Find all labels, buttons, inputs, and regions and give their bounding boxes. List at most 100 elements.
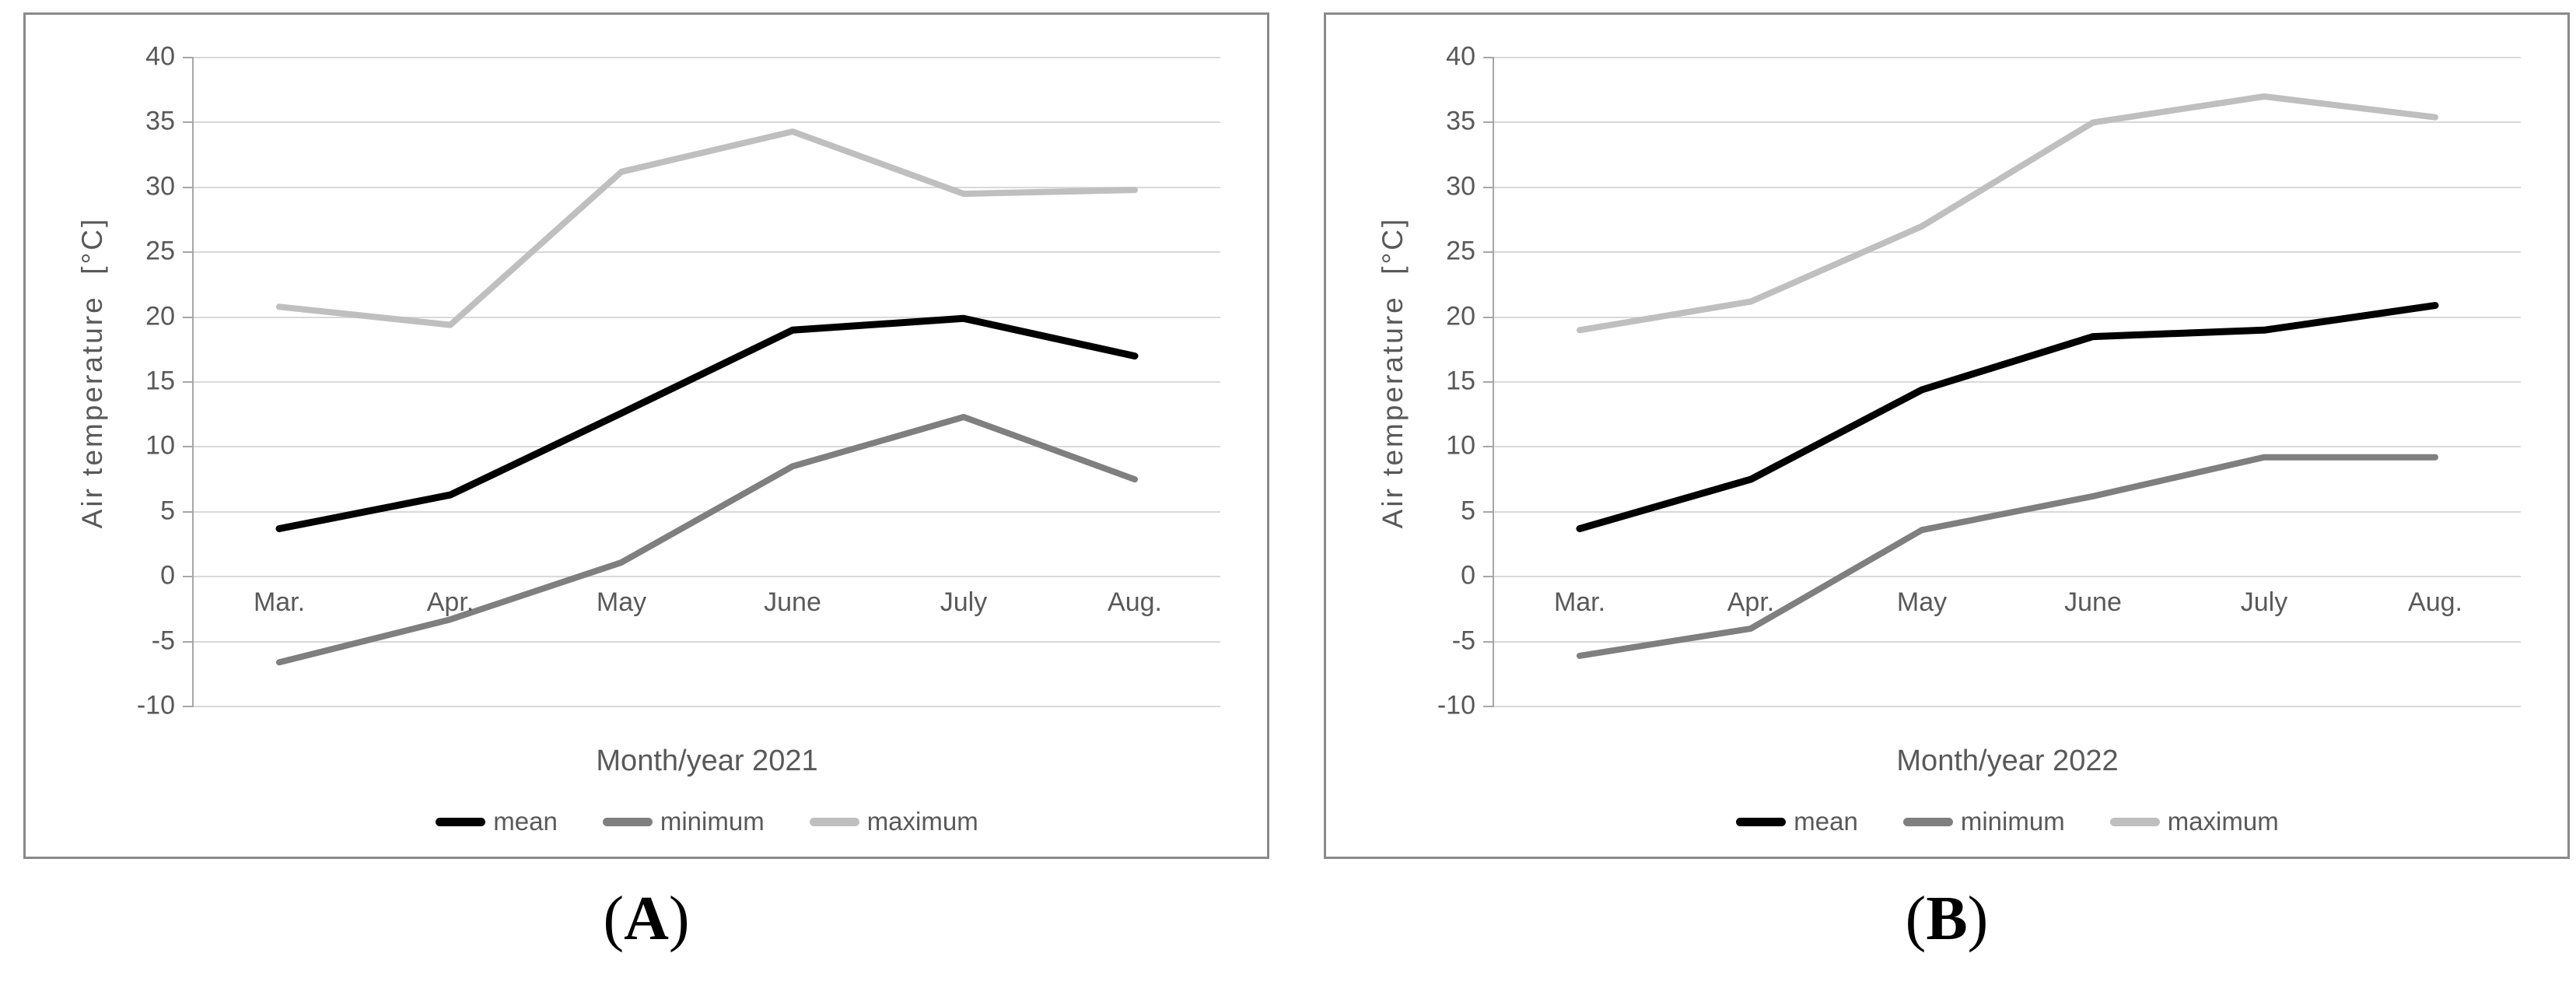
y-tick-label: -5: [1451, 626, 1475, 656]
legend-label-minimum: minimum: [1960, 807, 2065, 836]
x-axis-title: Month/year 2021: [596, 745, 818, 777]
x-axis-title: Month/year 2022: [1896, 745, 2119, 777]
legend-swatch-minimum: [602, 817, 653, 826]
caption-paren: ): [1967, 885, 1989, 953]
gridline: [1494, 381, 2521, 383]
caption-paren: ): [668, 885, 690, 953]
y-tick-mark: [183, 186, 194, 188]
figure-caption-a: (A): [23, 884, 1269, 955]
gridline: [194, 57, 1220, 58]
x-tick-label: Apr.: [426, 587, 474, 618]
y-tick-mark: [1483, 316, 1494, 318]
legend-swatch-maximum: [2109, 817, 2160, 826]
gridline: [1494, 57, 2521, 58]
y-tick-label: 25: [1446, 236, 1475, 266]
series-line-mean: [275, 314, 1139, 532]
legend: mean minimum maximum: [194, 807, 1220, 836]
y-tick-label: 30: [1446, 171, 1475, 202]
x-tick-label: June: [764, 587, 821, 618]
y-tick-mark: [183, 576, 194, 578]
gridline: [1494, 251, 2521, 254]
x-tick-label: July: [940, 587, 988, 618]
y-tick-mark: [1483, 186, 1494, 188]
gridline: [194, 576, 1220, 578]
y-tick-mark: [1483, 121, 1494, 124]
gridline: [1494, 576, 2521, 578]
x-tick-label: Aug.: [2408, 587, 2462, 618]
x-tick-label: July: [2240, 587, 2288, 618]
x-tick-label: Mar.: [253, 587, 306, 618]
y-tick-label: 20: [1446, 301, 1475, 331]
series-line-minimum: [1577, 454, 2438, 659]
y-tick-label: -5: [151, 626, 175, 656]
legend-label-mean: mean: [493, 807, 558, 836]
legend: mean minimum maximum: [1494, 807, 2521, 836]
legend-item-mean: mean: [436, 807, 558, 836]
x-tick-label: May: [1896, 587, 1948, 618]
caption-letter: B: [1926, 885, 1968, 953]
gridline: [194, 251, 1220, 254]
y-tick-mark: [1483, 251, 1494, 254]
gridline: [1494, 316, 2521, 318]
legend-item-mean: mean: [1736, 807, 1858, 836]
y-tick-label: 15: [1446, 366, 1475, 396]
legend-label-minimum: minimum: [660, 807, 765, 836]
legend-swatch-mean: [1736, 817, 1787, 826]
gridline: [194, 640, 1220, 643]
gridline: [194, 381, 1220, 383]
caption-paren: (: [1905, 885, 1927, 953]
y-axis-title: Air temperature [°C]: [1377, 216, 1409, 529]
y-axis-title: Air temperature [°C]: [76, 216, 108, 529]
x-tick-label: June: [2064, 587, 2122, 618]
plot-area: 40 35 30 25 20 15 10 5 0 -5 -10 Mar. Apr. May June July…: [137, 42, 1220, 720]
plot-area: 40 35 30 25 20 15 10 5 0 -5 -10 Mar. Apr. May June July…: [1437, 42, 2521, 720]
y-tick-mark: [1483, 510, 1494, 513]
chart-panel-2022: Air temperature [°C] 40 35 30 25 20 15 10 5 0 -5 -…: [1324, 12, 2570, 859]
x-tick-label: Apr.: [1727, 587, 1775, 618]
gridline: [1494, 121, 2521, 124]
figure-caption-b: (B): [1324, 884, 2570, 955]
y-tick-label: -10: [136, 690, 175, 720]
x-tick-label: Mar.: [1553, 587, 1606, 618]
caption-paren: (: [603, 885, 625, 953]
y-tick-mark: [1483, 381, 1494, 383]
legend-item-minimum: minimum: [602, 807, 765, 836]
y-tick-label: 5: [1461, 496, 1475, 526]
legend-item-maximum: maximum: [2109, 807, 2279, 836]
series-line-maximum: [276, 128, 1138, 328]
series-line-minimum: [276, 414, 1138, 666]
y-tick-mark: [1483, 57, 1494, 58]
y-tick-label: 5: [160, 496, 175, 526]
x-tick-label: May: [596, 587, 647, 618]
y-tick-mark: [1483, 446, 1494, 448]
y-tick-label: 10: [145, 431, 175, 461]
x-tick-label: Aug.: [1108, 587, 1162, 618]
y-tick-label: 0: [160, 560, 175, 591]
y-tick-label: 35: [145, 107, 175, 137]
gridline: [194, 186, 1220, 188]
y-tick-label: 10: [1446, 431, 1475, 461]
series-lines-layer: [275, 128, 1139, 666]
y-tick-label: 40: [1446, 41, 1475, 72]
y-tick-mark: [1483, 576, 1494, 578]
gridline: [1494, 706, 2521, 707]
caption-letter: A: [624, 885, 669, 953]
legend-item-minimum: minimum: [1902, 807, 2065, 836]
gridline: [1494, 446, 2521, 448]
y-tick-mark: [183, 121, 194, 124]
legend-swatch-maximum: [809, 817, 859, 826]
y-tick-label: 35: [1446, 107, 1475, 137]
legend-label-maximum: maximum: [2167, 807, 2279, 836]
series-line-maximum: [1577, 93, 2438, 334]
series-lines-layer: [1576, 93, 2439, 659]
legend-item-maximum: maximum: [809, 807, 978, 836]
y-tick-label: 40: [145, 41, 175, 72]
y-tick-mark: [183, 251, 194, 254]
y-tick-mark: [183, 510, 194, 513]
y-tick-mark: [1483, 706, 1494, 707]
y-tick-label: 25: [145, 236, 175, 266]
series-line-mean: [1576, 302, 2439, 532]
gridline: [194, 121, 1220, 124]
y-tick-label: 0: [1461, 560, 1475, 591]
y-tick-mark: [183, 57, 194, 58]
